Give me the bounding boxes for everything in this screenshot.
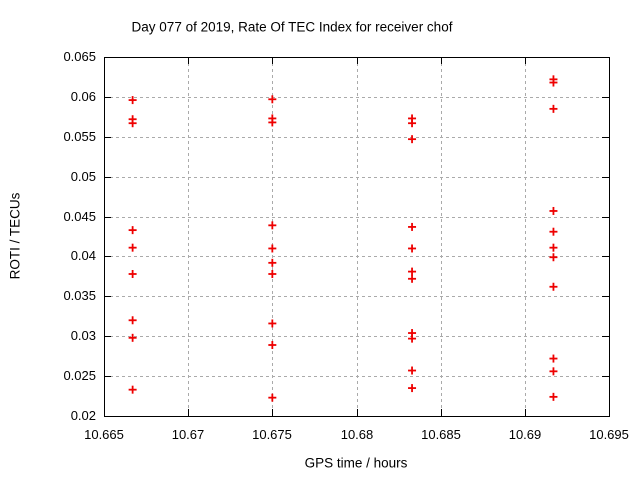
y-tick-label: 0.045: [63, 209, 96, 224]
x-tick-label: 10.695: [589, 427, 629, 442]
x-tick-label: 10.68: [341, 427, 374, 442]
y-axis-label: ROTI / TECUs: [7, 192, 23, 280]
x-tick-label: 10.675: [252, 427, 292, 442]
chart-title: Day 077 of 2019, Rate Of TEC Index for r…: [131, 19, 453, 35]
y-tick-label: 0.035: [63, 288, 96, 303]
y-tick-label: 0.055: [63, 129, 96, 144]
x-tick-label: 10.67: [172, 427, 205, 442]
y-tick-label: 0.065: [63, 49, 96, 64]
y-tick-label: 0.06: [71, 89, 96, 104]
y-tick-label: 0.02: [71, 408, 96, 423]
y-tick-label: 0.04: [71, 248, 96, 263]
x-axis-label: GPS time / hours: [304, 455, 408, 471]
y-tick-label: 0.05: [71, 169, 96, 184]
plot-border: [104, 57, 610, 417]
x-tick-label: 10.69: [509, 427, 542, 442]
x-tick-label: 10.685: [421, 427, 461, 442]
y-tick-label: 0.03: [71, 328, 96, 343]
x-tick-label: 10.665: [84, 427, 124, 442]
y-tick-label: 0.025: [63, 368, 96, 383]
